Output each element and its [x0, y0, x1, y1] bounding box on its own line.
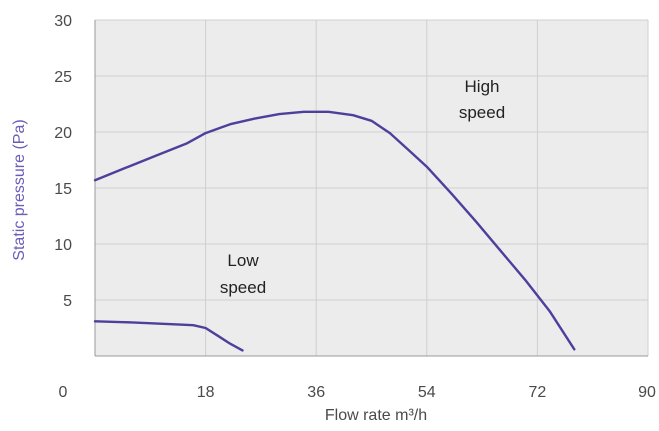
- x-tick-label: 90: [638, 384, 656, 401]
- series-labels: High speed Low speed: [220, 77, 505, 297]
- axes: [94, 20, 648, 357]
- series: [93, 110, 576, 352]
- x-tick-label: 36: [307, 384, 325, 401]
- series-line-low-speed: [93, 320, 244, 352]
- y-axis-title: Static pressure (Pa): [11, 119, 28, 260]
- y-tick-label: 30: [54, 13, 72, 30]
- x-tick-label: 0: [59, 384, 68, 401]
- series-line-high-speed: [93, 110, 576, 351]
- grid: [95, 19, 649, 356]
- y-tick-label: 15: [54, 181, 72, 198]
- y-tick-label: 25: [54, 69, 72, 86]
- x-tick-label: 54: [418, 384, 436, 401]
- tick-labels: 0 18 36 54 72 90 5 10 15 20 25 30: [54, 13, 656, 401]
- series-label: High: [465, 77, 500, 96]
- series-label: speed: [220, 278, 266, 297]
- y-tick-label: 10: [54, 237, 72, 254]
- series-label: Low: [227, 251, 259, 270]
- x-tick-label: 18: [197, 384, 215, 401]
- x-tick-label: 72: [529, 384, 547, 401]
- y-tick-label: 5: [63, 293, 72, 310]
- y-tick-label: 20: [54, 125, 72, 142]
- series-label: speed: [459, 103, 505, 122]
- x-axis-title: Flow rate m³/h: [325, 407, 427, 424]
